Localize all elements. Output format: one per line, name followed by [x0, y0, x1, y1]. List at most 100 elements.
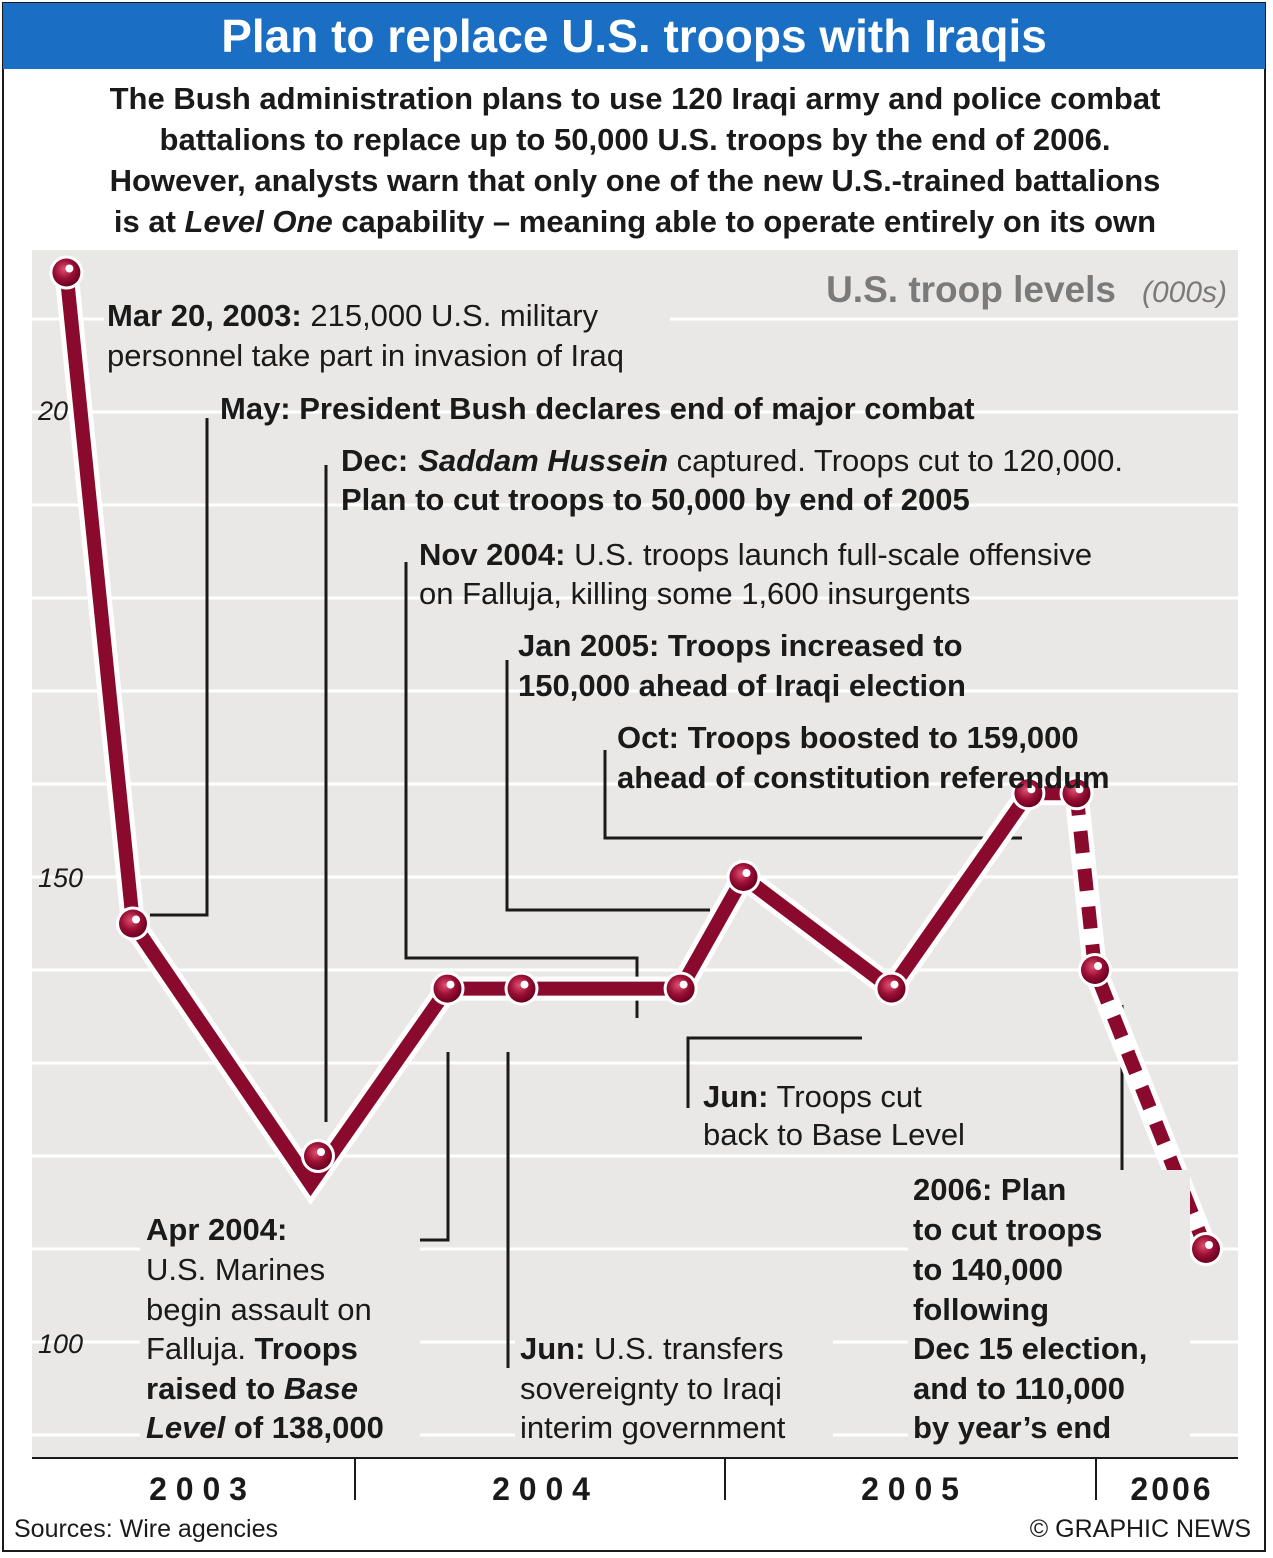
planned-point-2 — [1192, 1235, 1220, 1263]
annotation-apr2004-falluja: Falluja. — [146, 1331, 255, 1366]
x-year-label-2003: 2 0 0 3 — [149, 1471, 247, 1507]
actual-point-1-shine — [132, 915, 140, 924]
annotation-apr2004-base: Base — [284, 1371, 358, 1406]
actual-point-0-shine — [65, 264, 74, 273]
label-bg-mar2003-a — [104, 292, 670, 334]
annotation-2006: 2006: Plan to cut troops to 140,000 foll… — [913, 1172, 1156, 1445]
annotation-2006-line-6: and to 110,000 — [913, 1371, 1125, 1406]
callout-line-jan2005 — [505, 660, 710, 912]
annotation-apr2004-value: of 138,000 — [225, 1410, 384, 1445]
intro-line-2: battalions to replace up to 50,000 U.S. … — [159, 122, 1111, 157]
annotation-apr2004-line5: raised to Base — [146, 1371, 358, 1406]
planned-point-1 — [1081, 956, 1109, 984]
annotation-jun2005-text: Troops cut — [768, 1079, 922, 1114]
intro-line-4: is at Level One capability – meaning abl… — [10, 201, 1260, 242]
annotation-mar2003-date: Mar 20, 2003: — [107, 298, 302, 333]
label-bg-mar2003-b — [104, 333, 702, 375]
actual-series-line — [59, 271, 1077, 1197]
annotation-2006-line-4: following — [913, 1292, 1049, 1327]
annotation-jun2004-date: Jun: — [520, 1331, 585, 1366]
annotation-jun2005-date: Jun: — [703, 1079, 768, 1114]
annotation-apr2004-line3: begin assault on — [146, 1292, 372, 1327]
planned-point-2-shine — [1205, 1241, 1213, 1249]
annotation-jan2005-line2: 150,000 ahead of Iraqi election — [518, 668, 966, 703]
sources-note: Sources: Wire agencies — [14, 1515, 279, 1543]
planned-point-1-shine — [1094, 962, 1102, 970]
annotation-mar2003-text: 215,000 U.S. military — [302, 298, 599, 333]
actual-point-5 — [666, 974, 695, 1003]
label-bg-apr2004 — [140, 1214, 420, 1448]
label-bg-jun2004 — [515, 1330, 833, 1448]
y-tick-label-100: 100 — [38, 1329, 83, 1359]
annotation-apr2004-level: Level — [146, 1410, 227, 1445]
intro-text: The Bush administration plans to use 120… — [10, 78, 1260, 242]
label-bg-2006 — [908, 1170, 1190, 1448]
annotation-may: May: President Bush declares end of majo… — [220, 391, 975, 426]
annotation-apr2004-line4: Falluja. Troops — [146, 1331, 358, 1366]
annotation-jun2004-text: U.S. transfers — [585, 1331, 783, 1366]
intro-line-4-start: is at — [113, 204, 185, 239]
annotation-dec-saddam: Saddam Hussein — [418, 443, 668, 478]
annotation-jun2004-line2: sovereignty to Iraqi — [520, 1371, 782, 1406]
actual-point-8 — [1014, 779, 1043, 808]
actual-point-7-shine — [890, 980, 899, 989]
annotation-jan2005: Jan 2005: Troops increased to — [518, 628, 963, 663]
annotation-2006-line-7: by year’s end — [913, 1410, 1111, 1445]
actual-point-5-shine — [679, 980, 688, 989]
annotation-apr2004-raised: raised to — [146, 1371, 284, 1406]
event-point-0-shine — [317, 1148, 325, 1156]
annotation-jun2005: Jun: Troops cut — [703, 1079, 922, 1114]
annotation-mar2003-line2: personnel take part in invasion of Iraq — [107, 338, 624, 373]
actual-point-0 — [52, 258, 81, 287]
annotation-dec: Dec: Saddam Hussein captured. Troops cut … — [341, 443, 1123, 478]
annotation-2006-line-3: to 140,000 — [913, 1252, 1063, 1287]
annotation-nov2004-line2: on Falluja, killing some 1,600 insurgent… — [419, 576, 970, 611]
annotation-jun2004: Jun: U.S. transfers — [520, 1331, 784, 1366]
actual-point-6 — [729, 863, 758, 891]
annotation-labels: Mar 20, 2003: 215,000 U.S. military pers… — [104, 292, 1190, 1448]
actual-point-9-shine — [1075, 785, 1084, 794]
annotation-dec-date: Dec: — [341, 443, 408, 478]
annotation-dec-line2: Plan to cut troops to 50,000 by end of 2… — [341, 482, 970, 517]
annotation-jun2005-line2: back to Base Level — [703, 1117, 965, 1152]
annotation-2006-line-2: to cut troops — [913, 1212, 1102, 1247]
x-axis-band — [32, 1458, 1238, 1512]
actual-point-3 — [433, 974, 462, 1003]
actual-point-3-shine — [446, 980, 455, 989]
annotation-apr2004-troops: Troops — [255, 1331, 358, 1366]
annotation-nov2004-text: U.S. troops launch full-scale offensive — [565, 537, 1092, 572]
actual-point-4 — [507, 974, 536, 1003]
annotation-nov2004: Nov 2004: U.S. troops launch full-scale … — [419, 537, 1092, 572]
annotation-apr2004-line6: Level of 138,000 — [146, 1410, 384, 1445]
actual-point-9 — [1062, 779, 1091, 808]
annotation-dec-text: captured. Troops cut to 120,000. — [668, 443, 1123, 478]
x-axis: 2 0 0 3 2 0 0 4 2 0 0 5 2006 — [32, 1457, 1238, 1512]
x-year-label-2005: 2 0 0 5 — [861, 1471, 959, 1507]
planned-series-line — [1069, 792, 1213, 1252]
actual-point-6-shine — [742, 869, 751, 877]
actual-point-4-shine — [520, 980, 529, 989]
intro-line-4-end: capability – meaning able to operate ent… — [332, 204, 1157, 239]
chart-title: U.S. troop levels — [826, 269, 1116, 310]
series-group — [49, 255, 1223, 1266]
intro-line-3: However, analysts warn that only one of … — [109, 163, 1161, 198]
annotation-2006-line-1: 2006: Plan — [913, 1172, 1066, 1207]
callout-line-may — [150, 418, 209, 917]
copyright-credit: © GRAPHIC NEWS — [1029, 1515, 1251, 1543]
annotation-nov2004-date: Nov 2004: — [419, 537, 565, 572]
callout-line-jun2005 — [686, 1036, 862, 1108]
annotation-apr2004-line2: U.S. Marines — [146, 1252, 325, 1287]
actual-point-7 — [877, 974, 906, 1003]
x-year-label-2004: 2 0 0 4 — [492, 1471, 590, 1507]
annotation-2006-line-5: Dec 15 election, — [913, 1331, 1147, 1366]
actual-point-8-shine — [1027, 785, 1036, 794]
annotation-oct-line2: ahead of constitution referendum — [617, 760, 1110, 795]
chart-unit: (000s) — [1142, 276, 1227, 309]
annotation-mar2003: Mar 20, 2003: 215,000 U.S. military — [107, 298, 599, 333]
intro-line-1: The Bush administration plans to use 120… — [109, 81, 1161, 116]
x-year-label-2006: 2006 — [1130, 1471, 1213, 1507]
annotation-apr2004: Apr 2004: — [146, 1212, 287, 1247]
callout-line-oct — [603, 750, 1022, 840]
annotation-oct: Oct: Troops boosted to 159,000 — [617, 720, 1079, 755]
